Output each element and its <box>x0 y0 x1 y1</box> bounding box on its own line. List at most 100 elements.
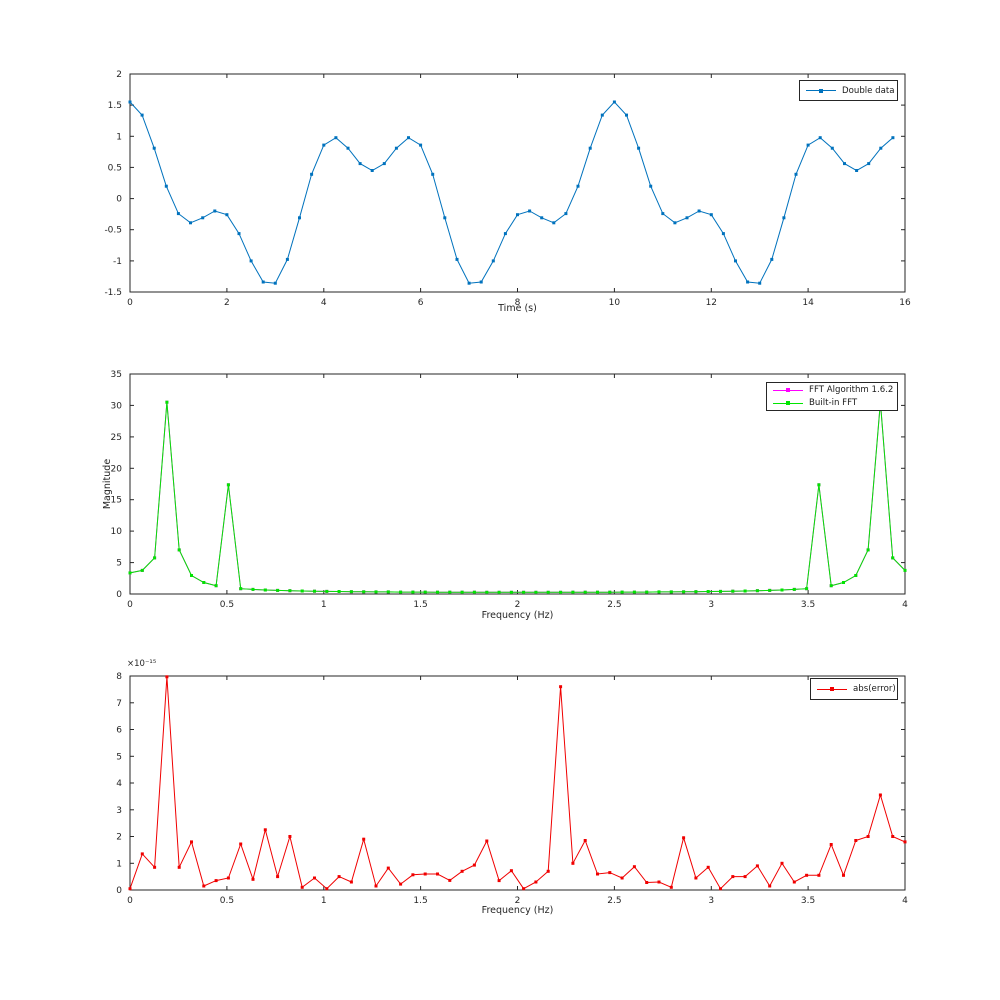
legend-double-data[interactable]: Double data <box>799 80 898 101</box>
data-marker-abs-error- <box>497 879 501 883</box>
data-marker-abs-error- <box>559 685 563 689</box>
x-tick-label: 1.5 <box>413 600 427 610</box>
legend-line-sample <box>806 88 836 94</box>
data-marker-abs-error- <box>596 872 599 876</box>
data-marker-abs-error- <box>632 865 636 869</box>
legend-line-sample <box>773 387 803 393</box>
data-marker-double-data <box>358 162 362 166</box>
x-tick-label: 0.5 <box>220 896 234 906</box>
data-marker-built-in-fft <box>571 590 575 594</box>
data-marker-abs-error- <box>165 675 169 679</box>
y-tick-label: 0 <box>116 886 122 896</box>
data-marker-abs-error- <box>854 839 858 842</box>
data-marker-abs-error- <box>805 873 809 877</box>
data-marker-built-in-fft <box>337 590 341 593</box>
data-marker-built-in-fft <box>411 590 415 594</box>
data-marker-built-in-fft <box>374 590 378 594</box>
data-marker-double-data <box>649 184 653 188</box>
data-marker-built-in-fft <box>165 400 169 404</box>
data-marker-double-data <box>806 143 810 147</box>
data-marker-abs-error- <box>226 876 230 880</box>
y-tick-label: 4 <box>116 779 122 789</box>
x-tick-label: 3 <box>708 896 714 906</box>
legend-item-builtin-fft: Built-in FFT <box>773 397 893 410</box>
data-marker-built-in-fft <box>300 589 304 593</box>
data-marker-abs-error- <box>214 879 218 883</box>
data-marker-double-data <box>152 146 156 150</box>
data-marker-double-data <box>721 232 725 236</box>
data-marker-built-in-fft <box>719 589 722 593</box>
axes-panel-1: 0 2 4 6 8 10 12 14 16 -1.5 -1 -0.5 0 0.5 1 1.5 2 <box>104 70 911 308</box>
data-marker-double-data <box>176 212 180 216</box>
data-marker-built-in-fft <box>140 568 144 572</box>
data-marker-double-data <box>370 169 374 172</box>
data-marker-built-in-fft <box>842 581 845 584</box>
data-marker-abs-error- <box>583 839 587 842</box>
y-tick-label: -1.5 <box>104 288 122 298</box>
data-marker-built-in-fft <box>313 589 316 593</box>
legend-fft-comparison[interactable]: FFT Algorithm 1.6.2 Built-in FFT <box>766 382 898 411</box>
data-marker-abs-error- <box>325 887 329 891</box>
x-tick-label: 4 <box>902 600 908 610</box>
series-line-built-in-fft <box>129 402 906 593</box>
data-marker-built-in-fft <box>583 590 587 594</box>
y-tick-label: 5 <box>116 559 122 569</box>
data-marker-double-data <box>625 113 628 117</box>
data-marker-built-in-fft <box>497 590 501 594</box>
data-marker-built-in-fft <box>153 556 157 560</box>
y-tick-label: 2 <box>116 833 122 843</box>
data-marker-double-data <box>249 259 253 263</box>
data-marker-abs-error- <box>829 843 833 846</box>
data-marker-double-data <box>879 146 883 150</box>
x-tick-label: 6 <box>418 298 424 308</box>
data-marker-double-data <box>855 169 859 172</box>
data-marker-built-in-fft <box>349 590 353 594</box>
data-marker-built-in-fft <box>706 590 710 593</box>
data-marker-built-in-fft <box>780 588 784 592</box>
data-marker-abs-error- <box>190 840 193 844</box>
data-marker-abs-error- <box>263 828 267 832</box>
data-marker-built-in-fft <box>190 574 193 577</box>
x-tick-label: 1.5 <box>413 896 427 906</box>
data-marker-double-data <box>516 213 519 217</box>
y-tick-label: 10 <box>111 527 123 537</box>
data-marker-abs-error- <box>288 835 292 838</box>
data-marker-double-data <box>128 100 132 104</box>
data-marker-abs-error- <box>657 880 661 884</box>
y-tick-label: 7 <box>116 699 122 709</box>
data-marker-double-data <box>285 257 289 261</box>
frequency-axis-label-bottom: Frequency (Hz) <box>481 905 554 916</box>
data-marker-abs-error- <box>546 869 550 873</box>
y-tick-label: 0 <box>116 195 122 205</box>
x-tick-label: 14 <box>802 298 814 308</box>
data-marker-double-data <box>758 281 762 285</box>
data-marker-double-data <box>407 136 410 140</box>
x-tick-label: 2 <box>224 298 230 308</box>
x-tick-label: 8 <box>515 298 521 308</box>
data-marker-built-in-fft <box>682 590 686 594</box>
data-marker-abs-error- <box>386 866 390 870</box>
data-marker-built-in-fft <box>276 588 280 592</box>
data-marker-built-in-fft <box>694 590 698 594</box>
data-marker-abs-error- <box>374 884 378 888</box>
legend-abs-error[interactable]: abs(error) <box>810 678 898 700</box>
data-marker-built-in-fft <box>743 589 747 593</box>
x-tick-label: 2.5 <box>607 600 621 610</box>
time-axis-label: Time (s) <box>498 303 537 314</box>
data-marker-built-in-fft <box>669 590 673 594</box>
data-marker-abs-error- <box>743 875 747 879</box>
series-line-abs-error- <box>129 676 906 890</box>
axes-panel-2: 0 0.5 1 1.5 2 2.5 3 3.5 4 0 5 10 15 20 25 30 35 <box>111 370 909 610</box>
y-tick-label: 25 <box>111 433 122 443</box>
data-marker-abs-error- <box>522 887 526 891</box>
data-marker-double-data <box>322 143 326 147</box>
data-marker-built-in-fft <box>854 574 858 577</box>
data-marker-abs-error- <box>608 871 612 875</box>
y-tick-label: 8 <box>116 672 122 682</box>
data-marker-abs-error- <box>423 872 427 876</box>
x-tick-label: 2 <box>515 896 521 906</box>
data-marker-built-in-fft <box>423 590 427 594</box>
data-marker-abs-error- <box>153 865 157 869</box>
legend-line-sample <box>817 686 847 692</box>
x-tick-label: 0.5 <box>220 600 234 610</box>
